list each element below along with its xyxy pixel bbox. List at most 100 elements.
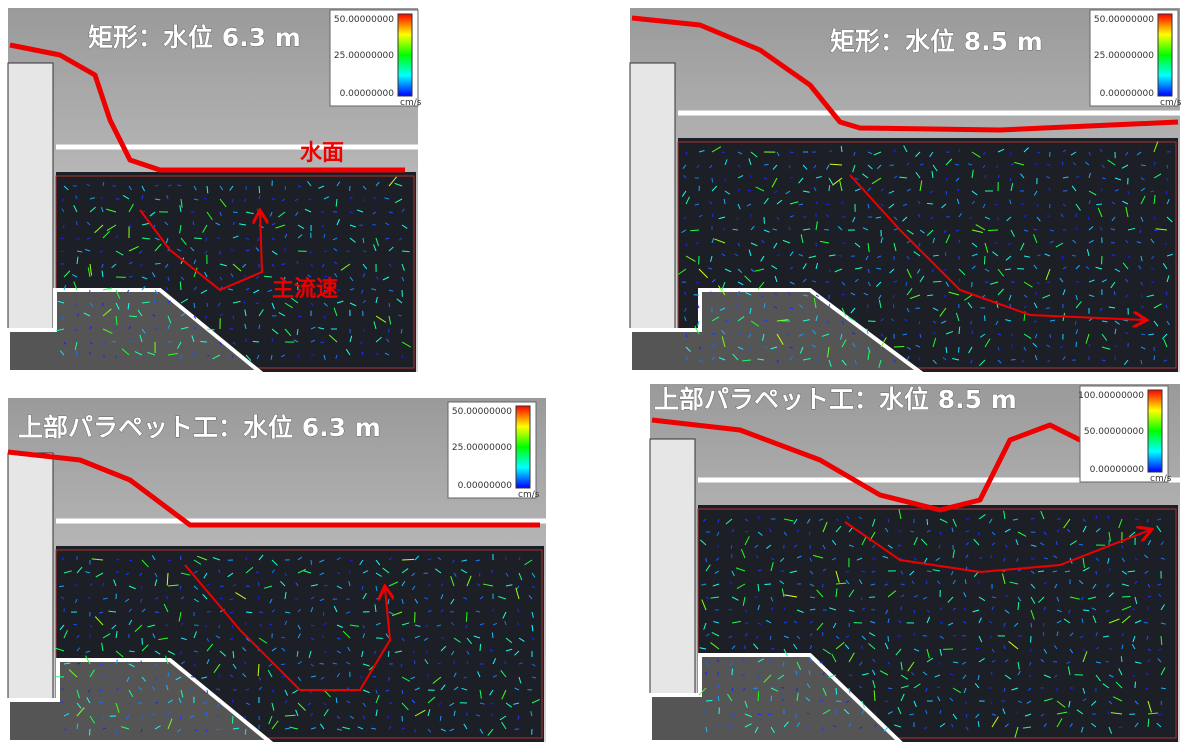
colorbar: [398, 14, 412, 96]
colorbar-label: 0.00000000: [1090, 465, 1145, 475]
velocity-vector: [888, 636, 889, 641]
velocity-vector: [245, 622, 246, 625]
velocity-vector: [1062, 256, 1063, 259]
velocity-vector: [324, 585, 327, 586]
velocity-vector: [1161, 701, 1162, 705]
velocity-vector: [914, 610, 915, 613]
colorbar-label: 0.00000000: [1100, 89, 1155, 99]
colorbar-label: 0.00000000: [458, 481, 513, 491]
velocity-vector: [790, 152, 793, 153]
velocity-vector: [233, 212, 238, 213]
panel: 100.0000000050.000000000.00000000cm/s上部パ…: [650, 384, 1180, 742]
velocity-vector: [988, 230, 998, 231]
velocity-vector: [259, 186, 260, 193]
velocity-vector: [758, 691, 759, 701]
velocity-vector: [836, 688, 837, 695]
velocity-vector: [849, 675, 852, 676]
velocity-vector: [116, 559, 119, 560]
velocity-vector: [885, 701, 888, 702]
velocity-vector: [1033, 229, 1037, 230]
velocity-vector: [914, 633, 915, 636]
velocity-vector: [232, 716, 233, 724]
velocity-vector: [59, 586, 64, 587]
panel-title: 上部パラペット工：水位 6.3 m: [18, 413, 381, 442]
wall: [8, 63, 53, 372]
velocity-vector: [320, 663, 324, 664]
velocity-vector: [829, 185, 830, 191]
velocity-vector: [259, 612, 263, 613]
velocity-vector: [207, 303, 208, 307]
velocity-vector: [246, 557, 247, 560]
velocity-vector: [959, 240, 960, 243]
velocity-vector: [194, 238, 202, 239]
panel-title: 矩形：水位 6.3 m: [88, 23, 301, 52]
velocity-vector: [168, 673, 169, 677]
colorbar-unit: cm/s: [1150, 474, 1172, 484]
figure: 50.00000000 25.00000000 0.00000000 cm/s 矩形：水…: [0, 0, 1182, 746]
velocity-vector: [389, 303, 390, 307]
velocity-vector: [712, 178, 713, 182]
colorbar-unit: cm/s: [400, 98, 422, 108]
annotation: 水面: [300, 141, 344, 166]
velocity-vector: [180, 716, 181, 719]
velocity-vector: [180, 556, 181, 560]
velocity-vector: [1141, 165, 1146, 166]
velocity-vector: [155, 263, 161, 264]
velocity-vector: [347, 251, 350, 252]
velocity-vector: [372, 224, 376, 225]
velocity-vector: [790, 308, 793, 309]
velocity-vector: [1154, 230, 1157, 231]
colorbar-label: 50.00000000: [1084, 427, 1144, 437]
panel: 50.0000000025.000000000.00000000cm/s矩形：水…: [8, 8, 422, 372]
velocity-vector: [771, 696, 772, 701]
colorbar-unit: cm/s: [518, 490, 540, 500]
colorbar-label: 25.00000000: [1094, 51, 1154, 61]
velocity-vector: [402, 251, 410, 252]
velocity-vector: [246, 612, 252, 613]
velocity-vector: [836, 701, 841, 702]
velocity-vector: [349, 570, 350, 573]
velocity-vector: [888, 688, 892, 689]
velocity-vector: [1072, 255, 1076, 256]
annotation: 主流速: [272, 276, 338, 302]
velocity-vector: [972, 331, 973, 334]
panel: 50.0000000025.000000000.00000000cm/s上部パラ…: [8, 398, 546, 742]
velocity-vector: [789, 165, 790, 168]
colorbar-unit: cm/s: [1160, 98, 1182, 108]
velocity-vector: [1079, 544, 1083, 545]
velocity-vector: [753, 688, 758, 689]
colorbar-label: 0.00000000: [340, 89, 395, 99]
velocity-vector: [824, 229, 829, 230]
velocity-vector: [1047, 164, 1050, 165]
velocity-vector: [945, 252, 946, 256]
panel-title: 上部パラペット工：水位 8.5 m: [654, 385, 1017, 414]
velocity-vector: [826, 204, 829, 205]
velocity-vector: [321, 342, 324, 343]
velocity-vector: [927, 203, 933, 204]
velocity-vector: [1096, 516, 1097, 519]
velocity-vector: [1141, 334, 1145, 335]
velocity-vector: [748, 190, 751, 191]
velocity-vector: [103, 598, 108, 599]
velocity-vector: [311, 560, 312, 565]
velocity-vector: [372, 676, 376, 677]
velocity-vector: [281, 664, 285, 665]
colorbar: [516, 406, 530, 488]
velocity-vector: [978, 721, 979, 727]
velocity-vector: [927, 571, 931, 572]
velocity-vector: [933, 281, 941, 282]
colorbar: [1148, 390, 1162, 472]
velocity-vector: [729, 609, 732, 610]
colorbar: [1158, 14, 1172, 96]
velocity-vector: [959, 279, 960, 282]
velocity-vector: [1119, 727, 1122, 728]
colorbar-label: 25.00000000: [452, 443, 512, 453]
velocity-vector: [893, 295, 894, 298]
velocity-vector: [232, 199, 233, 202]
velocity-vector: [958, 347, 959, 352]
velocity-vector: [1031, 623, 1032, 627]
velocity-vector: [99, 664, 103, 665]
velocity-vector: [822, 727, 823, 730]
velocity-vector: [363, 251, 366, 252]
velocity-vector: [402, 559, 414, 560]
